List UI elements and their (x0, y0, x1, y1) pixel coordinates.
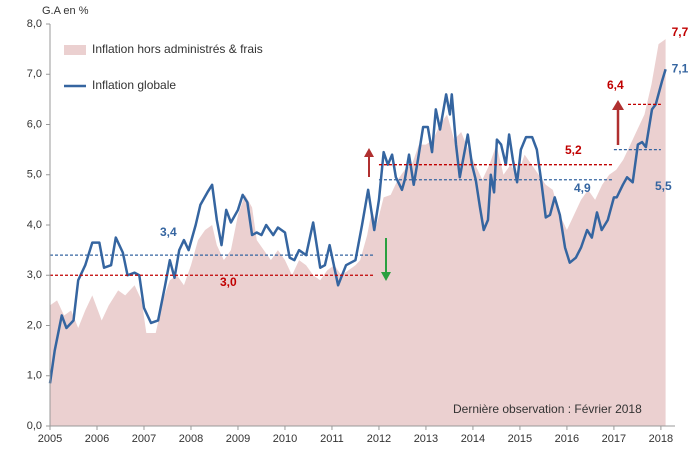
y-axis-label: G.A en % (42, 5, 89, 17)
ref-label: 5,5 (655, 179, 672, 193)
end-label: 7,1 (672, 61, 689, 75)
y-tick-label: 6,0 (27, 118, 42, 130)
legend-label: Inflation hors administrés & frais (92, 42, 263, 56)
y-tick-label: 8,0 (27, 18, 42, 30)
legend-swatch-area (64, 45, 86, 55)
x-tick-label: 2012 (367, 433, 391, 445)
y-tick-label: 1,0 (27, 370, 42, 382)
area (50, 39, 666, 426)
x-tick-label: 2016 (555, 433, 579, 445)
ref-label: 4,9 (574, 181, 591, 195)
x-tick-label: 2014 (461, 433, 485, 445)
y-tick-label: 0,0 (27, 420, 42, 432)
y-tick-label: 5,0 (27, 169, 42, 181)
ref-label: 3,4 (160, 225, 177, 239)
ref-label: 3,0 (220, 275, 237, 289)
x-tick-label: 2018 (649, 433, 673, 445)
end-label: 7,7 (672, 25, 689, 39)
y-tick-label: 7,0 (27, 68, 42, 80)
arrows (364, 100, 624, 281)
x-tick-label: 2007 (132, 433, 156, 445)
legend-label: Inflation globale (92, 78, 176, 92)
x-tick-label: 2009 (226, 433, 250, 445)
y-tick-label: 4,0 (27, 219, 42, 231)
x-tick-label: 2010 (273, 433, 297, 445)
x-tick-label: 2013 (414, 433, 438, 445)
line (48, 68, 667, 384)
plot: 7,7 7,1 0,0 1,0 2,0 3,0 4,0 5,0 6,0 7,0 8,0 2005 200… (27, 18, 689, 445)
x-tick-label: 2005 (38, 433, 62, 445)
x-tick-label: 2017 (602, 433, 626, 445)
note: Dernière observation : Février 2018 (453, 402, 642, 416)
ref-label: 6,4 (607, 78, 624, 92)
y-tick-label: 3,0 (27, 269, 42, 281)
y-tick-label: 2,0 (27, 319, 42, 331)
ref-label: 5,2 (565, 143, 582, 157)
x-tick-label: 2011 (320, 433, 344, 445)
x-tick-label: 2006 (85, 433, 109, 445)
x-tick-label: 2015 (508, 433, 532, 445)
x-tick-label: 2008 (179, 433, 203, 445)
